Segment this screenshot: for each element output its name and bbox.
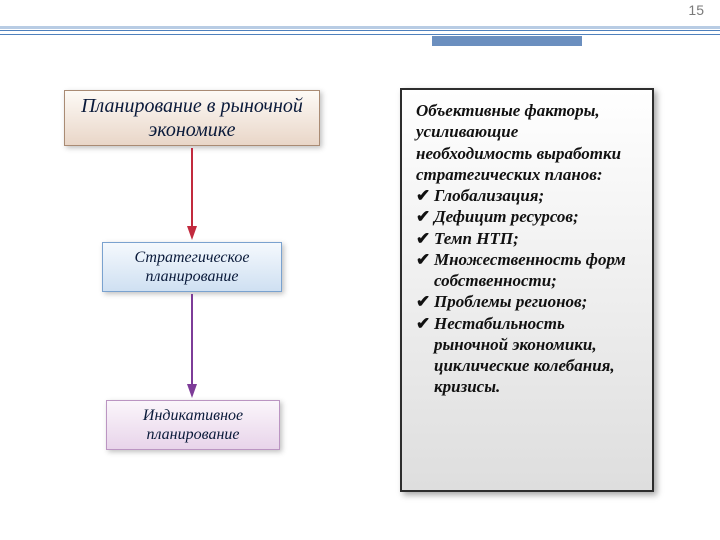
check-icon: ✔ — [416, 228, 430, 249]
side-panel-item-text: Глобализация; — [434, 186, 544, 205]
side-panel-item-text: Проблемы регионов; — [434, 292, 587, 311]
arrow-head — [187, 226, 197, 240]
check-icon: ✔ — [416, 249, 430, 270]
side-panel-item-text: Дефицит ресурсов; — [434, 207, 579, 226]
arrow-head — [187, 384, 197, 398]
side-panel-item-text: Нестабильность рыночной экономики, цикли… — [434, 314, 615, 397]
check-icon: ✔ — [416, 185, 430, 206]
check-icon: ✔ — [416, 313, 430, 334]
side-panel-item-text: Темп НТП; — [434, 229, 519, 248]
side-panel-item: ✔Множественность форм собственности; — [416, 249, 638, 292]
side-panel-intro: Объективные факторы, усиливающие необход… — [416, 100, 638, 185]
slide: 15 Планирование в рыночной экономике Стр… — [0, 0, 720, 540]
side-panel-item: ✔Темп НТП; — [416, 228, 638, 249]
check-icon: ✔ — [416, 291, 430, 312]
side-panel-item: ✔Проблемы регионов; — [416, 291, 638, 312]
side-panel-factors: Объективные факторы, усиливающие необход… — [400, 88, 654, 492]
side-panel-item: ✔Дефицит ресурсов; — [416, 206, 638, 227]
side-panel-list: ✔Глобализация;✔Дефицит ресурсов;✔Темп НТ… — [416, 185, 638, 398]
side-panel-item: ✔Глобализация; — [416, 185, 638, 206]
check-icon: ✔ — [416, 206, 430, 227]
side-panel-item: ✔Нестабильность рыночной экономики, цикл… — [416, 313, 638, 398]
side-panel-item-text: Множественность форм собственности; — [434, 250, 626, 290]
